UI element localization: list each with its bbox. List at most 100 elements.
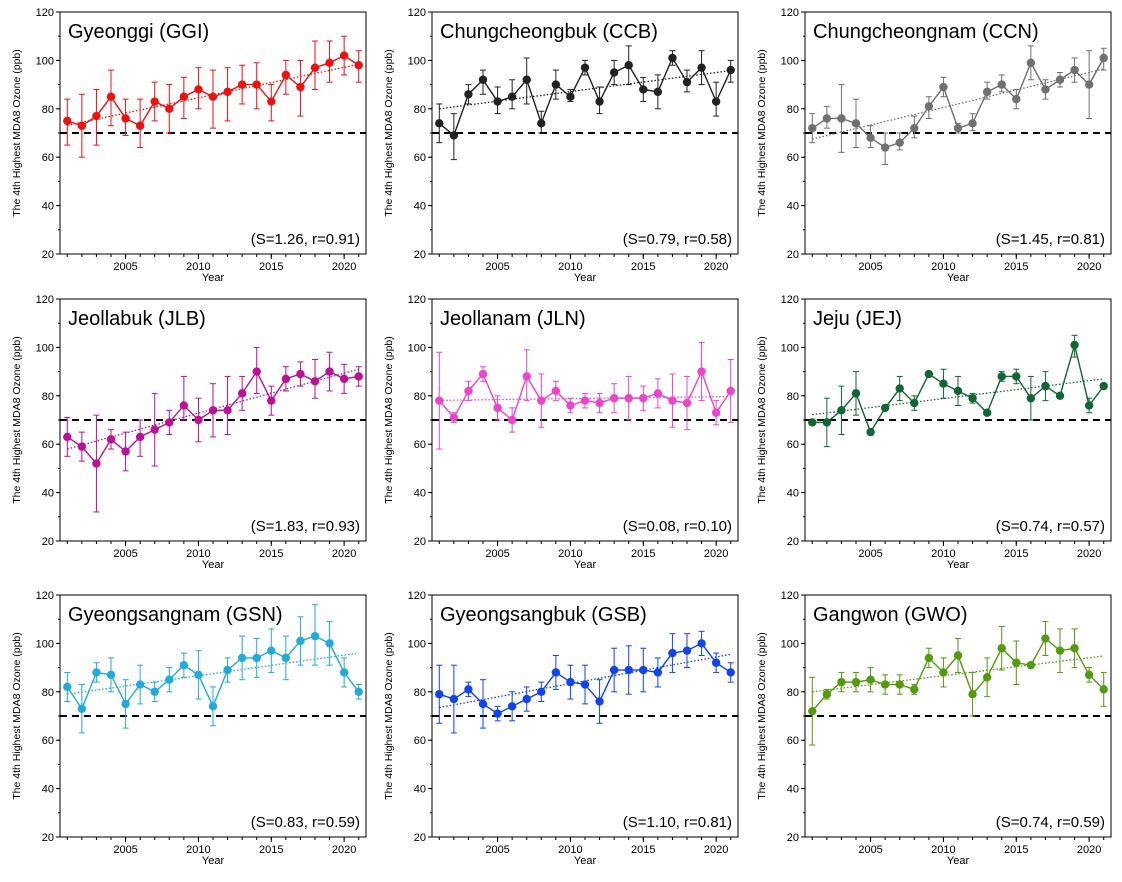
data-point [179,660,189,670]
data-point [507,702,517,711]
data-point [711,658,721,667]
data-point [1055,646,1065,655]
y-tick-label: 80 [414,687,426,699]
x-tick-label: 2020 [704,548,728,560]
data-point [953,123,963,133]
data-point [208,92,218,101]
stats-annotation: (S=0.74, r=0.59) [996,814,1105,831]
plot-frame [59,11,367,255]
data-point [837,677,846,687]
data-point [310,63,320,72]
y-tick-label: 120 [781,294,799,306]
panel-8: 20 40 60 80 100 120 2005 2010 2015 2020 Year The 4t… [383,590,739,867]
x-tick-label: 2015 [1004,548,1028,560]
x-tick-label: 2005 [858,261,882,273]
data-point [464,90,473,99]
x-tick-label: 2010 [931,548,955,560]
data-point [267,646,276,655]
data-point [435,690,444,699]
y-tick-label: 80 [414,391,426,403]
y-axis-label: The 4th Highest MDA8 Ozone (ppb) [383,336,395,504]
data-point [866,427,875,437]
y-tick-label: 120 [408,294,426,306]
x-tick-label: 2005 [485,844,509,856]
data-point [668,648,677,658]
y-tick-label: 60 [414,152,426,164]
data-point [339,51,349,60]
panel-5: 20 40 60 80 100 120 2005 2010 2015 2020 Year The 4t… [383,294,739,571]
panel-title: Chungcheongbuk (CCB) [440,21,658,43]
data-point [493,403,502,413]
data-point [325,367,334,376]
data-point [165,675,174,684]
data-point [449,131,459,140]
data-point [566,92,575,101]
data-point [609,665,619,675]
x-axis-label: Year [202,272,225,284]
data-point [866,133,875,143]
data-point [808,123,817,133]
x-tick-label: 2010 [558,548,582,560]
data-point [910,123,919,133]
y-tick-label: 40 [42,784,54,796]
y-tick-label: 60 [414,439,426,451]
data-point [194,85,203,94]
x-tick-label: 2020 [1077,548,1101,560]
y-axis-label: The 4th Highest MDA8 Ozone (ppb) [383,49,395,217]
panel-title: Jeollanam (JLN) [440,308,586,330]
data-point [880,680,890,689]
y-tick-label: 20 [414,249,426,261]
y-tick-label: 120 [408,7,426,19]
data-point [1055,75,1065,84]
data-point [711,408,721,417]
stats-annotation: (S=0.74, r=0.57) [996,518,1105,535]
data-point [1012,658,1021,667]
data-point [1012,94,1021,104]
y-tick-label: 20 [414,536,426,548]
data-point [135,121,145,130]
data-point [808,418,817,427]
x-tick-label: 2020 [332,844,356,856]
data-point [711,97,721,106]
y-tick-label: 40 [787,488,799,500]
y-tick-label: 60 [42,439,54,451]
data-point [851,677,861,687]
data-point [464,685,473,694]
data-point [682,77,692,87]
data-point [449,413,459,422]
plot-frame [431,298,739,542]
x-axis-label: Year [947,272,970,284]
data-point [997,80,1006,89]
trend-line [439,395,731,402]
x-tick-label: 2010 [931,261,955,273]
y-tick-label: 100 [781,55,799,67]
data-point [910,398,919,408]
data-point [267,97,276,106]
data-point [624,394,633,403]
y-axis-label: The 4th Highest MDA8 Ozone (ppb) [11,49,23,217]
data-point [121,699,130,709]
panel-4: 20 40 60 80 100 120 2005 2010 2015 2020 Year The 4t… [11,294,367,571]
x-tick-label: 2005 [485,261,509,273]
panel-title: Gyeonggi (GGI) [68,21,209,43]
data-point [851,119,861,128]
data-point [726,668,735,677]
x-tick-label: 2015 [631,548,655,560]
x-axis-label: Year [947,559,970,571]
data-point [939,379,948,388]
x-tick-label: 2020 [332,261,356,273]
data-point [1012,372,1021,381]
data-point [310,631,320,641]
x-tick-label: 2005 [858,844,882,856]
data-point [910,685,919,694]
data-point [537,687,546,696]
y-tick-label: 100 [408,55,426,67]
data-point [939,668,948,677]
data-point [880,143,890,152]
x-tick-label: 2015 [631,844,655,856]
data-point [325,639,334,648]
data-point [668,53,677,63]
stats-annotation: (S=1.10, r=0.81) [623,814,732,831]
data-point [165,104,174,114]
y-tick-label: 80 [42,391,54,403]
